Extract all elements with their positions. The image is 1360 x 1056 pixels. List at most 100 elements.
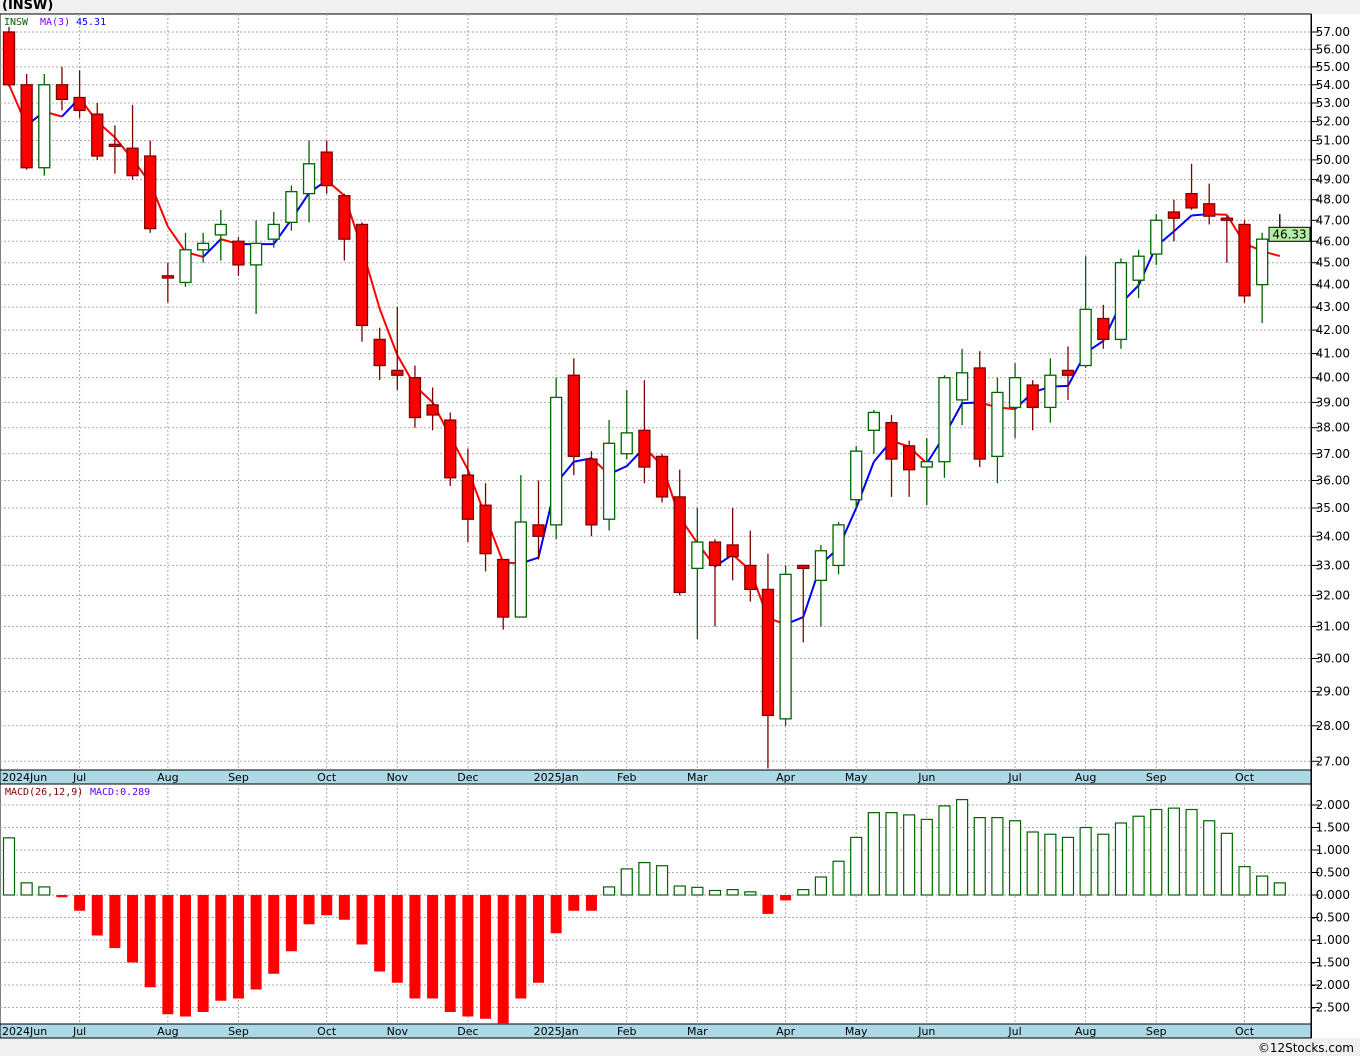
ma-segment xyxy=(167,225,187,253)
price-tick-label: 38.00 xyxy=(1316,421,1350,435)
macd-tick-label: -1.000 xyxy=(1311,933,1350,947)
macd-bar xyxy=(1238,866,1251,896)
candle-body xyxy=(585,458,598,526)
price-tick-label: 28.00 xyxy=(1316,719,1350,733)
macd-bar xyxy=(303,895,315,925)
macd-bar xyxy=(497,895,509,1024)
macd-bar xyxy=(885,812,898,896)
candle-body xyxy=(249,242,263,266)
price-tick-label: 55.00 xyxy=(1316,60,1350,74)
candle-body xyxy=(550,396,563,526)
macd-bar xyxy=(903,814,916,896)
macd-bar xyxy=(409,895,421,999)
macd-bar xyxy=(427,895,439,999)
month-label: Mar xyxy=(687,1025,708,1038)
macd-bar xyxy=(1220,832,1233,896)
macd-bar xyxy=(867,812,880,896)
month-label: Sep xyxy=(1146,1025,1167,1038)
month-label: 2025Jan xyxy=(534,771,579,784)
macd-bar xyxy=(744,891,757,896)
macd-bar xyxy=(2,837,16,896)
candle-body xyxy=(814,550,828,581)
macd-bar xyxy=(832,860,845,896)
macd-bar xyxy=(20,882,33,896)
month-label: Aug xyxy=(1075,1025,1096,1038)
chart-title: (INSW) xyxy=(2,0,54,13)
month-label: Jun xyxy=(917,1025,935,1038)
ma-segment xyxy=(1173,214,1193,233)
price-tick-label: 52.00 xyxy=(1316,115,1350,129)
price-tick-label: 43.00 xyxy=(1316,300,1350,314)
month-label: Aug xyxy=(157,771,178,784)
candle-body xyxy=(1097,317,1110,341)
candle-body xyxy=(126,147,139,177)
macd-tick-label: -1.500 xyxy=(1311,956,1350,970)
price-tick-label: 45.00 xyxy=(1316,256,1350,270)
macd-bar xyxy=(585,895,597,911)
macd-bar xyxy=(180,895,191,1017)
candle-body xyxy=(355,223,369,327)
candle-body xyxy=(691,541,704,570)
candle-body xyxy=(461,474,475,520)
macd-bar xyxy=(250,895,262,990)
candle-body xyxy=(832,524,845,567)
macd-bar xyxy=(285,895,297,952)
macd-tick-label: -2.500 xyxy=(1311,1001,1350,1015)
macd-bar xyxy=(480,895,492,1019)
candle-body xyxy=(920,461,933,468)
macd-bar xyxy=(321,895,333,916)
candle-body xyxy=(726,544,739,558)
price-tick-label: 42.00 xyxy=(1316,323,1350,337)
price-tick-label: 51.00 xyxy=(1316,134,1350,148)
last-price-badge xyxy=(1268,226,1311,242)
month-label: Dec xyxy=(457,771,478,784)
candle-body xyxy=(408,377,422,419)
price-tick-label: 37.00 xyxy=(1316,447,1350,461)
candle-body xyxy=(973,367,986,460)
macd-bar xyxy=(1273,882,1286,896)
price-tick-label: 44.00 xyxy=(1316,278,1350,292)
month-label: May xyxy=(845,771,868,784)
candle-body xyxy=(797,564,810,570)
macd-bar xyxy=(991,816,1004,896)
ma-legend-value: 45.31 xyxy=(76,17,106,28)
month-label: Oct xyxy=(317,1025,337,1038)
candle-body xyxy=(73,96,86,112)
month-label: Dec xyxy=(457,1025,478,1038)
macd-bar xyxy=(1256,875,1269,896)
macd-bar xyxy=(162,895,174,1015)
macd-bar xyxy=(938,805,951,896)
price-tick-label: 57.00 xyxy=(1316,25,1350,39)
macd-bar xyxy=(550,895,562,934)
macd-tick-label: -0.500 xyxy=(1311,911,1350,925)
month-label: Nov xyxy=(387,1025,409,1038)
macd-bar xyxy=(1044,833,1057,896)
candle-body xyxy=(991,391,1004,458)
macd-bar xyxy=(215,895,227,1001)
macd-tick-label: 2.000 xyxy=(1316,798,1350,812)
candle-body xyxy=(620,432,633,455)
candle-body xyxy=(267,223,280,240)
price-tick-label: 32.00 xyxy=(1316,588,1350,602)
macd-bar xyxy=(91,895,103,936)
price-tick-label: 27.00 xyxy=(1316,754,1350,768)
price-tick-label: 56.00 xyxy=(1316,42,1350,56)
candle-body xyxy=(1061,369,1075,376)
macd-bar xyxy=(920,818,933,896)
macd-bar xyxy=(197,895,209,1012)
price-tick-label: 34.00 xyxy=(1316,529,1350,543)
month-label: Sep xyxy=(228,771,249,784)
candle-body xyxy=(744,564,757,591)
ma-segment xyxy=(272,218,293,245)
candle-body xyxy=(779,573,792,720)
macd-bar xyxy=(1061,836,1075,896)
candle-body xyxy=(232,240,245,266)
last-price-label: 46.33 xyxy=(1272,227,1306,241)
macd-bar xyxy=(74,895,86,911)
candle-body xyxy=(179,249,192,284)
month-label: Apr xyxy=(776,1025,796,1038)
macd-bar xyxy=(762,895,774,914)
macd-bar xyxy=(1079,826,1092,896)
macd-bar xyxy=(127,895,139,963)
candle-body xyxy=(514,521,527,618)
